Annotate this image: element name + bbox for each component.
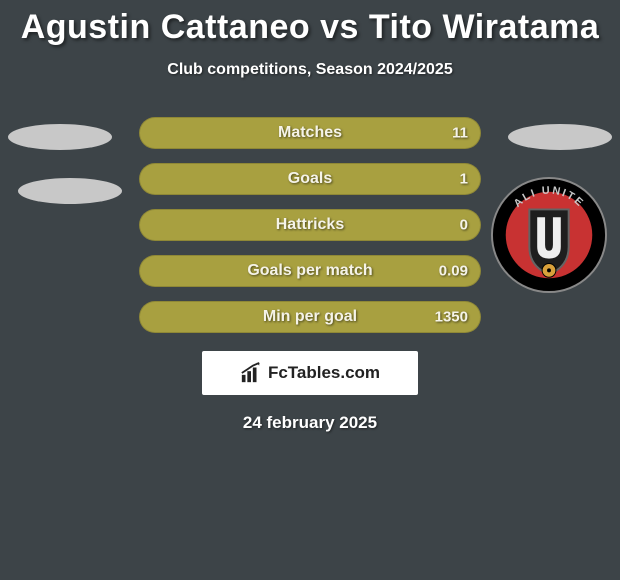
stat-row: Goals 1 [0, 163, 620, 195]
stat-row: Hattricks 0 [0, 209, 620, 241]
date-text: 24 february 2025 [0, 413, 620, 433]
stat-label: Hattricks [276, 216, 344, 234]
stats-container: Matches 11 Goals 1 Hattricks 0 Goals per… [0, 117, 620, 333]
stat-bar-min-per-goal: Min per goal 1350 [139, 301, 481, 333]
stat-row: Min per goal 1350 [0, 301, 620, 333]
stat-bar-goals: Goals 1 [139, 163, 481, 195]
stat-value: 0.09 [439, 263, 468, 280]
stat-label: Goals [288, 170, 332, 188]
stat-label: Matches [278, 124, 342, 142]
page-subtitle: Club competitions, Season 2024/2025 [0, 61, 620, 79]
brand-box: FcTables.com [202, 351, 418, 395]
page-title: Agustin Cattaneo vs Tito Wiratama [0, 0, 620, 47]
stat-label: Min per goal [263, 308, 357, 326]
stat-value: 1 [460, 171, 468, 188]
stat-row: Matches 11 [0, 117, 620, 149]
stat-value: 0 [460, 217, 468, 234]
brand-text: FcTables.com [268, 363, 380, 383]
stat-bar-goals-per-match: Goals per match 0.09 [139, 255, 481, 287]
bar-chart-icon [240, 362, 262, 384]
stat-value: 1350 [435, 309, 468, 326]
stat-bar-matches: Matches 11 [139, 117, 481, 149]
stat-row: Goals per match 0.09 [0, 255, 620, 287]
stat-bar-hattricks: Hattricks 0 [139, 209, 481, 241]
stat-label: Goals per match [247, 262, 372, 280]
stat-value: 11 [452, 125, 468, 142]
